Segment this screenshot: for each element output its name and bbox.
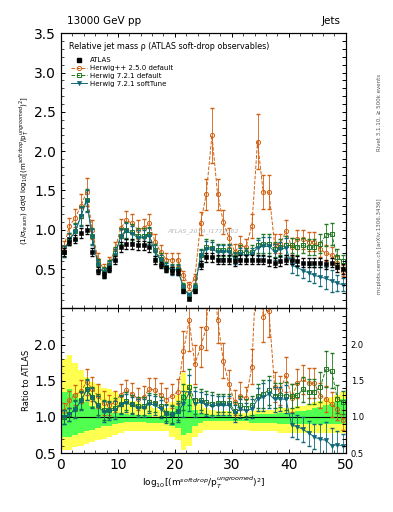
- Text: Rivet 3.1.10, ≥ 500k events: Rivet 3.1.10, ≥ 500k events: [377, 74, 382, 151]
- Y-axis label: Ratio to ATLAS: Ratio to ATLAS: [22, 350, 31, 411]
- Text: Jets: Jets: [321, 16, 340, 27]
- X-axis label: log$_{10}$[(m$^{soft\,drop}$/p$_T^{ungroomed})^2$]: log$_{10}$[(m$^{soft\,drop}$/p$_T^{ungro…: [141, 475, 265, 491]
- Text: ATLAS_2019_I1772362: ATLAS_2019_I1772362: [168, 228, 239, 234]
- Text: 13000 GeV pp: 13000 GeV pp: [67, 16, 141, 27]
- Text: Relative jet mass ρ (ATLAS soft-drop observables): Relative jet mass ρ (ATLAS soft-drop obs…: [69, 41, 269, 51]
- Legend: ATLAS, Herwig++ 2.5.0 default, Herwig 7.2.1 default, Herwig 7.2.1 softTune: ATLAS, Herwig++ 2.5.0 default, Herwig 7.…: [70, 56, 175, 88]
- Text: mcplots.cern.ch [arXiv:1306.3436]: mcplots.cern.ch [arXiv:1306.3436]: [377, 198, 382, 293]
- Y-axis label: $(1/\sigma_{resum})$ d$\sigma$/d log$_{10}$[(m$^{soft\,drop}$/p$_T^{ungroomed})^: $(1/\sigma_{resum})$ d$\sigma$/d log$_{1…: [18, 96, 31, 245]
